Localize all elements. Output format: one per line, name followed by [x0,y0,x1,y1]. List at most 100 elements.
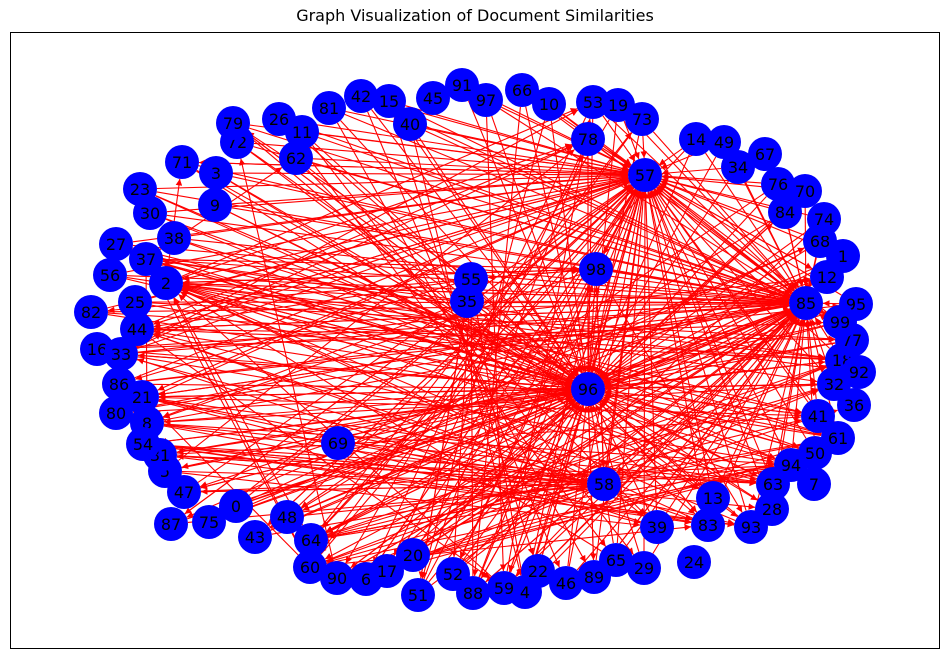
node-45: 45 [416,81,450,115]
edge-51-85 [431,312,793,586]
edge-40-4 [413,140,523,576]
edge-86-85 [135,302,790,383]
edge-8-94 [163,423,775,467]
node-label: 40 [400,115,420,134]
node-48: 48 [270,500,304,534]
node-label: 63 [763,475,783,494]
node-label: 98 [586,260,606,279]
node-27: 27 [99,227,133,261]
node-label: 83 [698,516,718,535]
node-88: 88 [456,576,490,610]
node-label: 60 [300,558,320,577]
node-circle [120,312,154,346]
node-circle [797,467,831,501]
node-label: 3 [211,164,221,183]
node-59: 59 [487,571,521,605]
edge-13-85 [719,318,800,483]
node-circle [691,508,725,542]
node-label: 89 [584,568,604,587]
node-89: 89 [577,560,611,594]
node-20: 20 [396,538,430,572]
node-circle [321,426,355,460]
edge-11-85 [317,136,791,299]
node-66: 66 [505,73,539,107]
node-circle [748,137,782,171]
node-label: 71 [172,153,192,172]
edge-41-21 [158,394,802,417]
node-60: 60 [293,550,327,584]
node-10: 10 [532,87,566,121]
node-circle [118,285,152,319]
node-83: 83 [691,508,725,542]
node-38: 38 [157,221,191,255]
node-label: 54 [133,435,153,454]
edge-56-57 [126,176,629,273]
node-circle [165,145,199,179]
edge-48-96 [302,395,573,511]
edge-37-98 [162,258,580,272]
edge-99-5 [181,325,824,470]
edge-30-57 [166,173,629,213]
edge-53-57 [602,115,636,162]
edge-16-99 [113,319,824,349]
edge-6-85 [380,311,792,571]
node-circle [99,227,133,261]
node-label: 48 [277,508,297,527]
node-label: 35 [457,292,477,311]
node-80: 80 [99,396,133,430]
edge-50-57 [653,189,807,439]
edge-73-57 [640,135,648,159]
node-15: 15 [372,84,406,118]
node-9: 9 [198,188,232,222]
node-circle [167,475,201,509]
node-circle [262,102,296,136]
node-label: 50 [805,444,825,463]
edge-51-78 [423,154,583,580]
edge-38-85 [190,239,790,304]
node-label: 44 [127,320,147,339]
node-circle [587,467,621,501]
edge-19-85 [629,116,795,292]
edge-4-96 [529,405,585,576]
node-label: 42 [351,87,371,106]
edge-47-94 [200,462,775,492]
edge-51-96 [428,401,578,583]
node-circle [549,566,583,600]
node-24: 24 [677,545,711,579]
edge-75-96 [224,393,573,517]
edge-26-65 [288,132,607,547]
node-76: 76 [761,167,795,201]
edge-13-57 [646,191,711,482]
node-61: 61 [821,421,855,455]
node-2: 2 [149,266,183,300]
edge-20-96 [424,400,577,544]
edge-98-8 [162,273,581,419]
node-label: 26 [269,110,289,129]
node-label: 90 [327,569,347,588]
edge-95-96 [604,308,840,386]
node-label: 15 [379,92,399,111]
node-label: 22 [528,562,548,581]
node-92: 92 [842,355,876,389]
node-circle [774,448,808,482]
edge-56-32 [126,276,818,384]
node-label: 8 [142,414,152,433]
edge-44-78 [152,145,573,323]
edge-86-57 [134,180,630,379]
edge-59-53 [506,118,592,572]
edge-75-1 [224,262,828,516]
edge-63-2 [181,287,758,480]
edge-52-57 [459,190,639,559]
edge-86-96 [135,383,572,393]
edge-14-57 [658,148,683,166]
node-label: 11 [292,123,312,142]
edge-0-96 [251,393,573,502]
node-label: 49 [714,133,734,152]
edge-40-85 [425,130,791,297]
node-circle [401,578,435,612]
node-label: 32 [824,375,844,394]
node-label: 61 [828,429,848,448]
node-label: 0 [231,497,241,516]
node-label: 2 [161,274,171,293]
node-3: 3 [199,156,233,190]
